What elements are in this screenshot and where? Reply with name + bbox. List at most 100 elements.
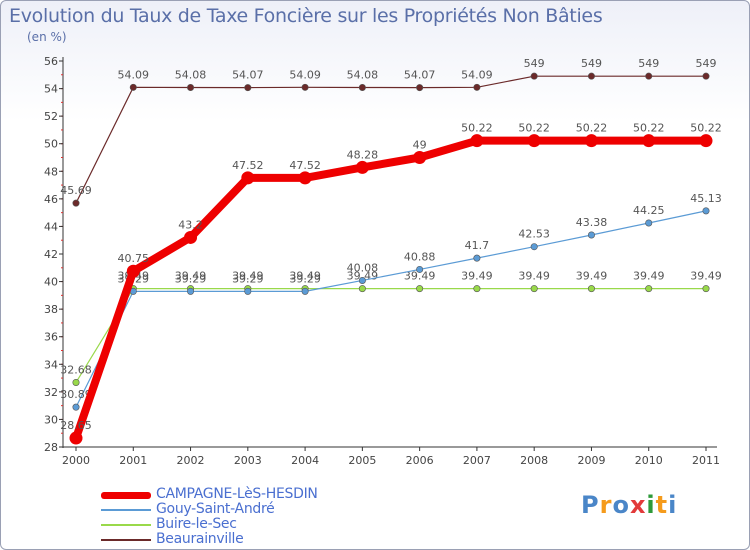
data-label: 43.38 [576,216,608,229]
logo-letter: o [612,491,630,519]
data-label: 39.29 [175,272,207,285]
data-point [184,230,198,244]
data-point [645,219,653,227]
series-line [75,210,707,408]
legend-swatch-campagne [101,492,151,499]
y-tick-label: 48 [44,165,58,178]
legend-label-gouy: Gouy-Saint-André [156,501,275,517]
data-point [244,287,252,295]
logo-letter: r [599,491,613,519]
data-label: 32.68 [60,363,92,376]
logo-letter: P [581,491,600,519]
data-point [702,207,710,215]
data-point [69,431,83,445]
y-tick-label: 54 [44,83,58,96]
data-label: 30.89 [60,388,92,401]
data-point [530,72,538,80]
data-point [355,160,369,174]
y-tick-label: 34 [44,358,58,371]
legend-label-buire: Buire-le-Sec [156,516,237,532]
data-label: 549 [696,57,717,70]
data-point [298,171,312,185]
series-line [75,75,707,204]
legend-swatch-beaurainville [101,539,151,541]
data-label: 54.08 [347,68,379,81]
data-label: 39.49 [518,270,550,283]
data-label: 43.2 [178,218,203,231]
data-point [358,285,366,293]
chart-title: Evolution du Taux de Taxe Foncière sur l… [9,5,603,27]
y-tick-label: 46 [44,193,58,206]
legend: CAMPAGNE-LèS-HESDIN Gouy-Saint-André Bui… [101,486,401,547]
y-tick-label: 50 [44,138,58,151]
y-tick-label: 38 [44,303,58,316]
y-tick-label: 42 [44,248,58,261]
logo-letter: x [629,491,647,519]
y-tick-label: 52 [44,110,58,123]
legend-swatch-buire [101,524,151,526]
data-label: 39.49 [404,270,436,283]
y-tick-label: 56 [44,55,58,68]
x-tick-label: 2001 [119,454,147,467]
data-label: 39.29 [289,272,321,285]
x-tick-label: 2003 [234,454,262,467]
data-label: 47.52 [232,159,264,172]
logo-letter: t [655,491,669,519]
legend-item-campagne: CAMPAGNE-LèS-HESDIN [101,486,401,502]
legend-label-beaurainville: Beaurainville [156,531,244,547]
data-label: 50.22 [633,122,665,135]
data-point [126,264,140,278]
y-tick-label: 32 [44,386,58,399]
data-point [702,285,710,293]
data-label: 42.53 [518,228,550,241]
data-label: 40.75 [118,252,150,265]
data-point [413,151,427,164]
data-label: 48.28 [347,148,379,161]
data-point [530,285,538,293]
data-label: 54.09 [289,68,321,81]
data-point [416,265,424,273]
data-point [473,254,481,262]
data-point [244,84,252,92]
x-tick-label: 2008 [520,454,548,467]
data-point [416,285,424,293]
y-tick-label: 28 [44,441,58,454]
series-line [75,288,707,384]
legend-item-buire: Buire-le-Sec [101,516,401,532]
data-label: 50.22 [461,122,493,135]
x-tick-label: 2000 [62,454,90,467]
data-label: 49 [413,139,427,152]
data-label: 54.08 [175,68,207,81]
chart-unit-label: (en %) [27,30,67,44]
legend-label-campagne: CAMPAGNE-LèS-HESDIN [156,486,318,502]
legend-swatch-gouy [101,509,151,511]
data-label: 45.13 [690,192,722,205]
logo-letter: i [646,491,656,519]
x-tick-label: 2010 [635,454,663,467]
data-point [72,403,80,411]
data-label: 44.25 [633,204,665,217]
data-label: 40.08 [347,261,379,274]
x-tick-label: 2009 [577,454,605,467]
x-tick-label: 2004 [291,454,319,467]
data-label: 39.49 [633,270,665,283]
data-point [642,134,656,148]
y-tick-label: 36 [44,331,58,344]
data-label: 549 [581,57,602,70]
data-label: 549 [524,57,545,70]
data-point [470,134,484,148]
data-label: 47.52 [289,159,321,172]
legend-item-beaurainville: Beaurainville [101,531,401,547]
y-tick-label: 40 [44,276,58,289]
data-label: 54.07 [404,69,436,82]
data-point [72,199,80,207]
data-point [587,72,595,80]
data-label: 54.09 [118,68,150,81]
data-point [72,378,80,386]
data-point [187,287,195,295]
data-label: 28.65 [60,419,92,432]
data-label: 549 [638,57,659,70]
data-point [587,285,595,293]
data-label: 39.49 [232,270,264,283]
